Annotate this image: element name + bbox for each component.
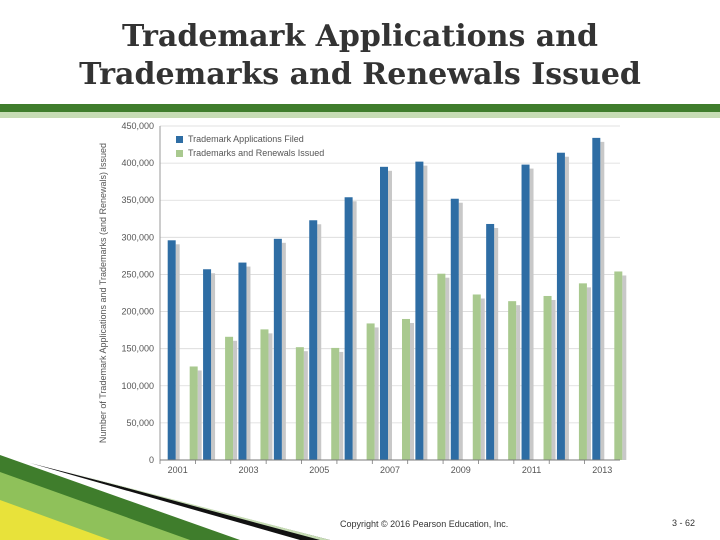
bar-shadow (622, 275, 627, 460)
bar-shadow (529, 168, 534, 460)
bar-shadow (564, 156, 569, 460)
page-number: 3 - 62 (672, 518, 696, 528)
bar-shadow (445, 277, 450, 460)
bar (543, 295, 552, 460)
bar (437, 273, 446, 460)
x-tick-label: 2003 (238, 465, 258, 475)
x-tick-label: 2009 (451, 465, 471, 475)
x-axis: 2001 2003 2005 2007 2009 2011 2013 (159, 459, 620, 475)
y-tick-label: 50,000 (126, 418, 154, 428)
bar (578, 283, 587, 460)
bar-shadow (303, 351, 308, 460)
legend-swatch (176, 150, 183, 157)
legend: Trademark Applications Filed Trademarks a… (176, 134, 324, 158)
bar-shadow (480, 298, 485, 460)
bar-shadow (246, 266, 251, 460)
bar (508, 301, 517, 460)
legend-swatch (176, 136, 183, 143)
y-tick-label: 350,000 (121, 195, 154, 205)
bar (450, 198, 459, 460)
bar-shadow (374, 327, 379, 460)
bar-shadow (423, 165, 428, 461)
bar (415, 161, 424, 461)
bar (344, 197, 353, 460)
bar-shadow (339, 351, 344, 460)
bar (380, 166, 388, 461)
y-tick-label: 100,000 (121, 381, 154, 391)
y-tick-label: 300,000 (121, 232, 154, 242)
y-tick-label: 0 (149, 455, 154, 465)
y-tick-label: 450,000 (121, 121, 154, 131)
bar-shadow (388, 170, 392, 461)
bar (295, 347, 304, 460)
copyright-footer: Copyright © 2016 Pearson Education, Inc. (340, 519, 509, 529)
bar (614, 271, 623, 460)
legend-label: Trademarks and Renewals Issued (188, 148, 324, 158)
x-tick-label: 2011 (522, 465, 541, 475)
bar-shadow (516, 305, 521, 460)
bar-shadow (197, 370, 202, 460)
bars (167, 137, 627, 461)
bar-shadow (281, 242, 286, 460)
bar (331, 347, 340, 460)
bar (592, 137, 601, 460)
bar (167, 240, 176, 460)
bar-shadow (211, 273, 216, 460)
bar-shadow (551, 299, 556, 460)
title-rule-dark (0, 104, 720, 112)
x-tick-label: 2005 (309, 465, 329, 475)
bar (260, 329, 269, 460)
bar-shadow (494, 227, 499, 460)
y-tick-label: 400,000 (121, 158, 154, 168)
bar (238, 262, 247, 460)
bar (556, 152, 565, 460)
y-tick-label: 250,000 (121, 269, 154, 279)
bar-shadow (352, 201, 357, 460)
bar (521, 164, 530, 460)
bar (273, 238, 282, 460)
bar-shadow (268, 333, 273, 460)
bar (472, 294, 481, 460)
bar (225, 336, 234, 460)
bar (402, 318, 410, 460)
title-rule-light (0, 112, 720, 118)
x-tick-label: 2007 (380, 465, 400, 475)
bar-shadow (233, 340, 238, 460)
x-tick-label: 2001 (168, 465, 188, 475)
bar-shadow (317, 224, 322, 460)
bar (203, 269, 212, 460)
legend-label: Trademark Applications Filed (188, 134, 304, 144)
y-axis: 0 50,000 100,000 150,000 200,000 250,000 300,0… (121, 121, 161, 465)
bar-shadow (458, 202, 463, 460)
bar-shadow (586, 287, 591, 460)
y-tick-label: 200,000 (121, 307, 154, 317)
y-axis-label: Number of Trademark Applications and Tra… (98, 143, 108, 443)
bar-shadow (175, 244, 180, 460)
y-tick-label: 150,000 (121, 344, 154, 354)
bar (309, 220, 318, 460)
bar (486, 223, 495, 460)
bar-shadow (600, 141, 605, 460)
x-tick-label: 2013 (592, 465, 612, 475)
slide-title: Trademark Applications and Trademarks an… (79, 19, 641, 92)
bar (366, 323, 375, 460)
bar (189, 366, 198, 460)
bar-shadow (410, 322, 414, 460)
